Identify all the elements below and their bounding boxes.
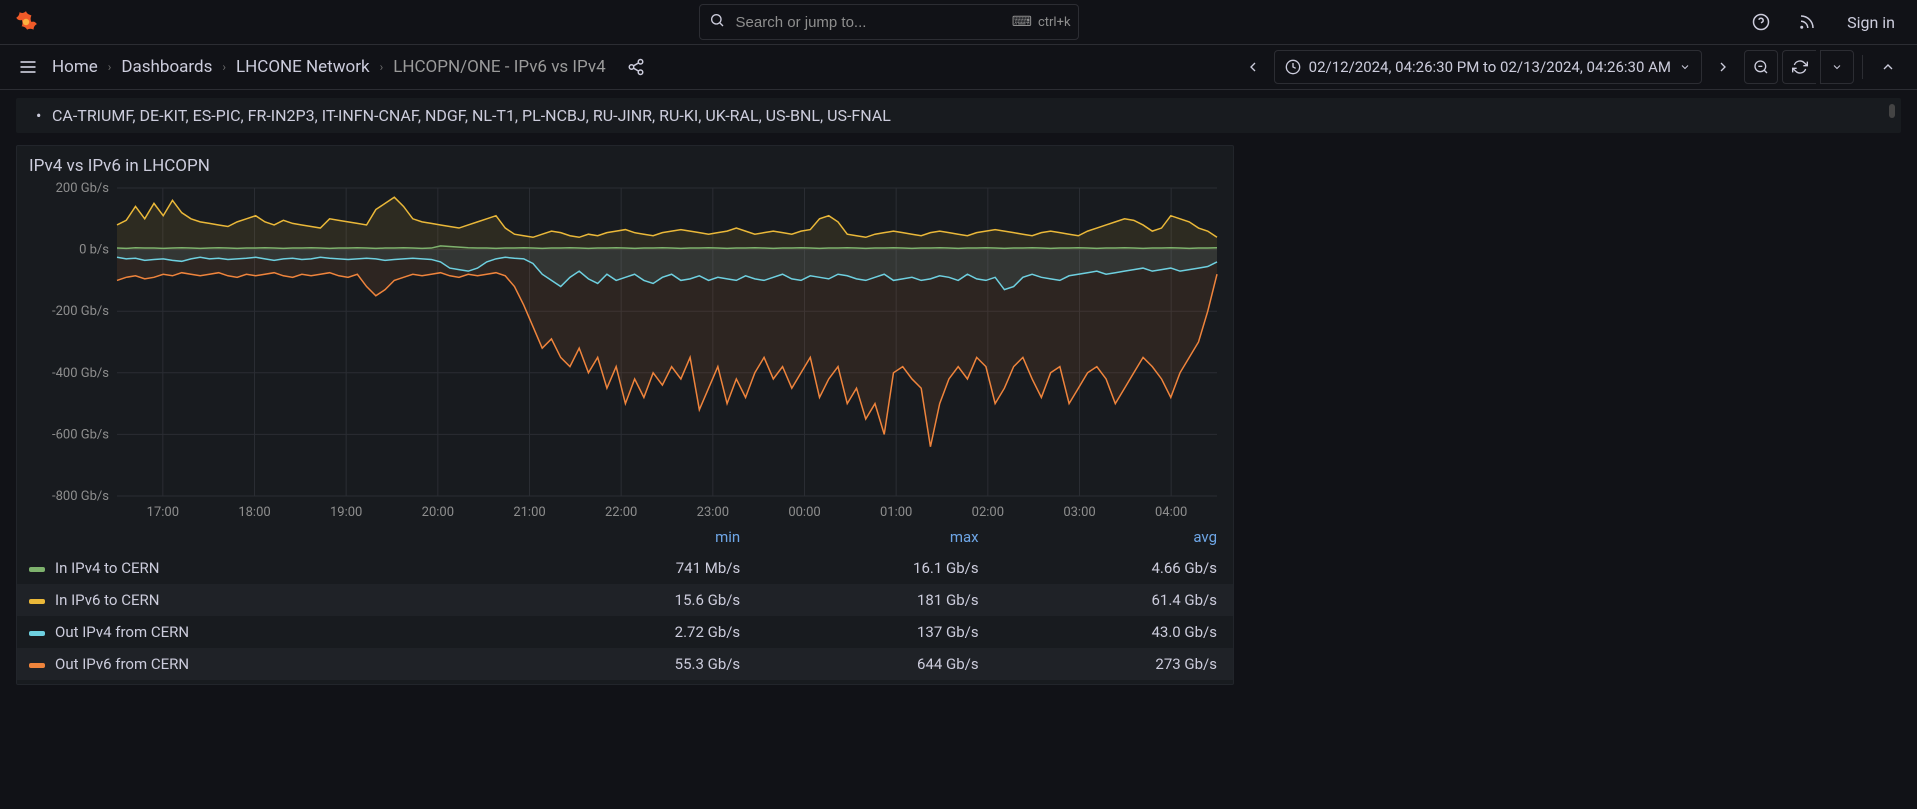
refresh-button[interactable] — [1782, 50, 1816, 84]
search-shortcut: ⌨ ctrl+k — [1012, 14, 1071, 30]
legend-avg: 273 Gb/s — [995, 648, 1233, 680]
svg-text:04:00: 04:00 — [1155, 505, 1187, 520]
rss-icon[interactable] — [1791, 6, 1823, 38]
sub-header-right: 02/12/2024, 04:26:30 PM to 02/13/2024, 0… — [1236, 50, 1905, 84]
share-icon[interactable] — [620, 51, 652, 83]
top-right-actions: Sign in — [1745, 6, 1905, 38]
svg-text:22:00: 22:00 — [605, 505, 637, 520]
legend-swatch — [29, 567, 45, 572]
refresh-interval-button[interactable] — [1820, 50, 1854, 84]
svg-text:21:00: 21:00 — [513, 505, 545, 520]
time-prev-button[interactable] — [1236, 50, 1270, 84]
legend-row[interactable]: Out IPv4 from CERN 2.72 Gb/s137 Gb/s43.0 … — [17, 616, 1233, 648]
legend-header-max[interactable]: max — [756, 522, 994, 552]
chevron-down-icon — [1679, 61, 1691, 73]
breadcrumbs: Home › Dashboards › LHCONE Network › LHC… — [52, 57, 606, 77]
legend-avg: 4.66 Gb/s — [995, 552, 1233, 584]
legend-max: 16.1 Gb/s — [756, 552, 994, 584]
legend-avg: 61.4 Gb/s — [995, 584, 1233, 616]
zoom-out-button[interactable] — [1744, 50, 1778, 84]
info-bullet-row: CA-TRIUMF, DE-KIT, ES-PIC, FR-IN2P3, IT-… — [16, 98, 1901, 133]
legend-min: 2.72 Gb/s — [518, 616, 756, 648]
keyboard-icon: ⌨ — [1012, 14, 1032, 30]
legend-series-name: Out IPv6 from CERN — [55, 655, 189, 673]
breadcrumb-current: LHCOPN/ONE - IPv6 vs IPv4 — [393, 57, 606, 77]
svg-text:-400 Gb/s: -400 Gb/s — [52, 366, 109, 381]
legend-min: 741 Mb/s — [518, 552, 756, 584]
panel-title[interactable]: IPv4 vs IPv6 in LHCOPN — [17, 146, 1233, 182]
legend-max: 181 Gb/s — [756, 584, 994, 616]
legend-row[interactable]: Out IPv6 from CERN 55.3 Gb/s644 Gb/s273 G… — [17, 648, 1233, 680]
legend-row[interactable]: In IPv4 to CERN 741 Mb/s16.1 Gb/s4.66 Gb/… — [17, 552, 1233, 584]
clock-icon — [1285, 59, 1301, 75]
time-range-picker[interactable]: 02/12/2024, 04:26:30 PM to 02/13/2024, 0… — [1274, 50, 1702, 84]
legend-swatch — [29, 599, 45, 604]
legend-min: 15.6 Gb/s — [518, 584, 756, 616]
breadcrumb-dashboards[interactable]: Dashboards — [121, 57, 212, 77]
svg-text:01:00: 01:00 — [880, 505, 912, 520]
svg-text:23:00: 23:00 — [697, 505, 729, 520]
svg-text:20:00: 20:00 — [422, 505, 454, 520]
legend-series-name: In IPv4 to CERN — [55, 559, 159, 577]
svg-text:03:00: 03:00 — [1063, 505, 1095, 520]
breadcrumb-folder[interactable]: LHCONE Network — [236, 57, 370, 77]
breadcrumb-sep: › — [108, 60, 112, 74]
search-container: ⌨ ctrl+k — [699, 4, 1079, 40]
svg-text:02:00: 02:00 — [972, 505, 1004, 520]
collapse-button[interactable] — [1871, 50, 1905, 84]
help-icon[interactable] — [1745, 6, 1777, 38]
legend-series-name: In IPv6 to CERN — [55, 591, 159, 609]
legend-max: 137 Gb/s — [756, 616, 994, 648]
svg-text:-200 Gb/s: -200 Gb/s — [52, 304, 109, 319]
menu-toggle[interactable] — [12, 51, 44, 83]
time-range-text: 02/12/2024, 04:26:30 PM to 02/13/2024, 0… — [1309, 58, 1671, 76]
svg-text:19:00: 19:00 — [330, 505, 362, 520]
legend-header-avg[interactable]: avg — [995, 522, 1233, 552]
legend-table: min max avg In IPv4 to CERN 741 Mb/s16.1 … — [17, 522, 1233, 680]
svg-text:-800 Gb/s: -800 Gb/s — [52, 489, 109, 504]
breadcrumb-sep: › — [380, 60, 384, 74]
legend-series-name: Out IPv4 from CERN — [55, 623, 189, 641]
legend-swatch — [29, 631, 45, 636]
top-header: ⌨ ctrl+k Sign in — [0, 0, 1917, 45]
breadcrumb-sep: › — [222, 60, 226, 74]
divider — [1862, 55, 1863, 79]
svg-text:200 Gb/s: 200 Gb/s — [56, 182, 110, 196]
time-next-button[interactable] — [1706, 50, 1740, 84]
chart-panel: IPv4 vs IPv6 in LHCOPN 200 Gb/s 0 b/s -200… — [16, 145, 1234, 685]
svg-text:18:00: 18:00 — [238, 505, 270, 520]
sub-header: Home › Dashboards › LHCONE Network › LHC… — [0, 45, 1917, 90]
legend-swatch — [29, 663, 45, 668]
svg-text:-600 Gb/s: -600 Gb/s — [52, 427, 109, 442]
legend-min: 55.3 Gb/s — [518, 648, 756, 680]
legend-row[interactable]: In IPv6 to CERN 15.6 Gb/s181 Gb/s61.4 Gb/… — [17, 584, 1233, 616]
grafana-logo[interactable] — [12, 8, 40, 36]
shortcut-text: ctrl+k — [1038, 15, 1071, 30]
signin-link[interactable]: Sign in — [1837, 7, 1905, 38]
legend-max: 644 Gb/s — [756, 648, 994, 680]
info-text: CA-TRIUMF, DE-KIT, ES-PIC, FR-IN2P3, IT-… — [52, 106, 891, 125]
legend-header-min[interactable]: min — [518, 522, 756, 552]
timeseries-chart: 200 Gb/s 0 b/s -200 Gb/s -400 Gb/s -600 Gb/s… — [17, 182, 1235, 522]
chart-area[interactable]: 200 Gb/s 0 b/s -200 Gb/s -400 Gb/s -600 Gb/s… — [17, 182, 1233, 522]
scrollbar-thumb[interactable] — [1889, 104, 1895, 118]
legend-avg: 43.0 Gb/s — [995, 616, 1233, 648]
svg-text:00:00: 00:00 — [788, 505, 820, 520]
search-icon — [709, 12, 725, 32]
breadcrumb-home[interactable]: Home — [52, 57, 98, 77]
svg-text:0 b/s: 0 b/s — [79, 243, 109, 258]
svg-text:17:00: 17:00 — [147, 505, 179, 520]
